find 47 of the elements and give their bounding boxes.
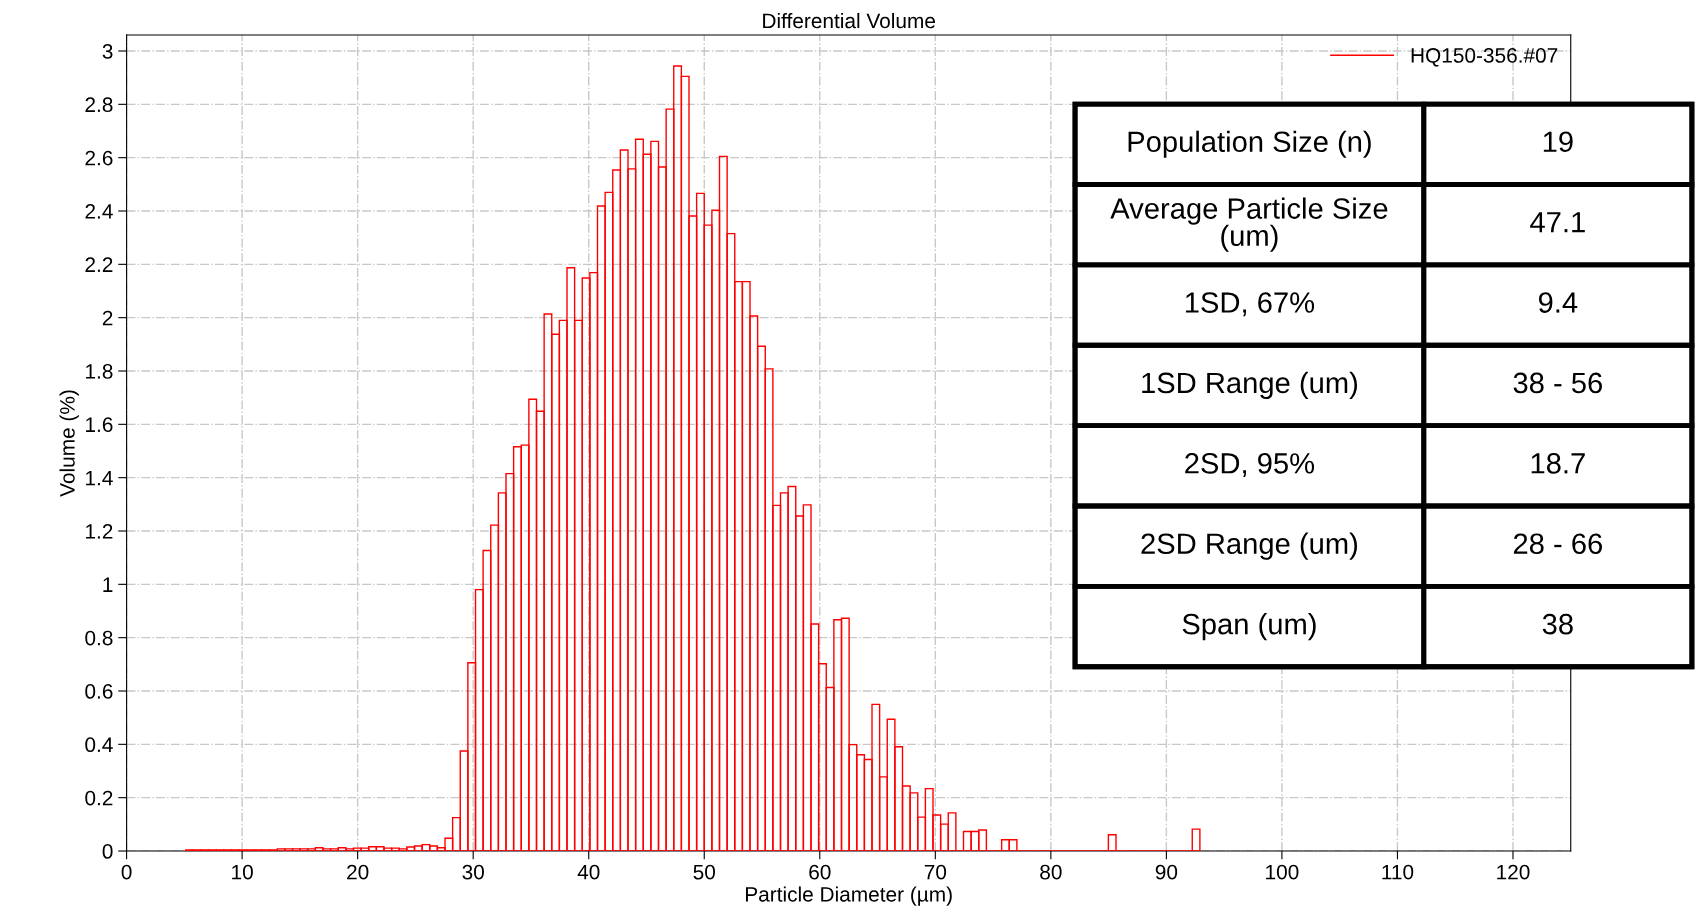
x-tick-label: 60	[809, 864, 831, 880]
x-tick-label: 40	[577, 864, 600, 880]
y-axis-title: Volume (%)	[59, 390, 79, 497]
annotation: 1SD Range (um)	[1142, 371, 1358, 400]
annotation: 28 - 66	[1513, 533, 1602, 555]
annotation: Span (um)	[1182, 613, 1316, 641]
x-tick-label: 80	[1040, 864, 1062, 880]
annotation: 38	[1542, 613, 1573, 635]
x-tick-label: 20	[347, 864, 369, 880]
x-axis-title: Particle Diameter (µm)	[745, 886, 952, 906]
annotation: Population Size (n)	[1128, 130, 1371, 158]
y-tick-label: 0.6	[85, 684, 113, 699]
x-tick-label: 110	[1382, 864, 1414, 880]
y-tick-label: 1.4	[86, 470, 113, 486]
x-tick-label: 0	[121, 864, 132, 880]
y-tick-label: 0.8	[85, 630, 113, 646]
x-tick-label: 70	[924, 864, 947, 880]
y-tick-label: 1	[103, 577, 113, 592]
y-tick-label: 2.4	[85, 204, 113, 219]
y-tick-label: 0	[102, 844, 113, 859]
x-tick-label: 50	[693, 864, 716, 880]
x-tick-label: 90	[1155, 864, 1178, 880]
y-tick-label: 3	[102, 44, 113, 59]
x-tick-label: 10	[232, 864, 253, 880]
y-tick-label: 0.2	[85, 790, 113, 806]
y-tick-label: 1.2	[86, 524, 113, 539]
annotation: 47.1	[1530, 212, 1585, 233]
annotation: 1SD, 67%	[1185, 292, 1315, 317]
annotation: 9.4	[1538, 292, 1578, 313]
y-tick-label: 0.4	[85, 737, 113, 753]
y-tick-label: 2.6	[85, 150, 113, 166]
annotation: 2SD Range (um)	[1141, 532, 1358, 560]
legend-label: HQ150-356.#07	[1411, 48, 1558, 67]
y-tick-label: 1.8	[86, 364, 113, 379]
chart-title: Differential Volume	[763, 12, 935, 29]
x-tick-label: 100	[1266, 864, 1299, 880]
y-tick-label: 2.2	[85, 257, 113, 272]
x-tick-label: 120	[1497, 864, 1530, 880]
y-tick-label: 2.8	[85, 97, 113, 113]
x-tick-label: 30	[462, 864, 484, 880]
annotation: 38 - 56	[1513, 372, 1602, 394]
annotation: 18.7	[1531, 453, 1585, 474]
y-tick-label: 2	[102, 310, 113, 326]
y-tick-label: 1.6	[86, 417, 113, 433]
annotation: 19	[1543, 131, 1573, 153]
annotation: Average Particle Size (um)	[1110, 197, 1388, 252]
annotation: 2SD, 95%	[1185, 453, 1315, 478]
